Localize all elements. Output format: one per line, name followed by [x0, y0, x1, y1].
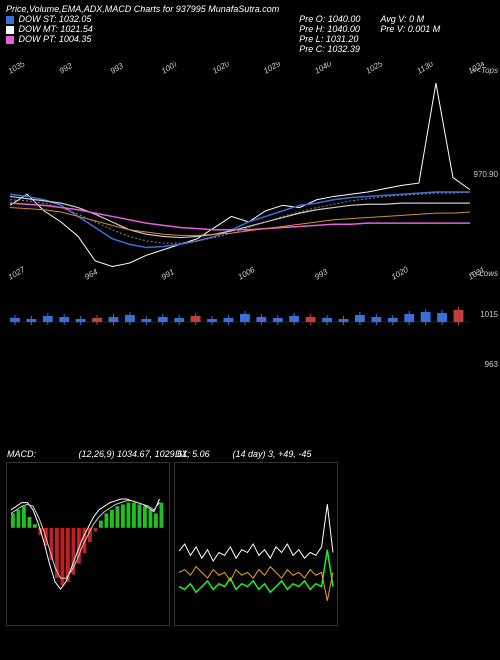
chart-title: Price,Volume,EMA,ADX,MACD Charts for 937…	[6, 4, 279, 14]
svg-text:1020: 1020	[211, 62, 231, 76]
volume-chart-panel: 1015 963	[0, 282, 500, 402]
svg-text:991: 991	[160, 267, 176, 281]
dow-st-label: DOW ST:	[19, 14, 57, 24]
prev-c-value: 1032.39	[327, 44, 360, 54]
svg-text:992: 992	[58, 62, 75, 76]
svg-text:1025: 1025	[364, 62, 384, 76]
dow-st-value: 1032.05	[59, 14, 92, 24]
price-chart-panel: 1035992993100710201029104010251130103410…	[0, 62, 500, 282]
pre-v-value: 0.001 M	[408, 24, 441, 34]
adx-panel: DX: (14 day) 3, +49, -45	[174, 462, 338, 626]
pre-v-label: Pre V:	[380, 24, 405, 34]
volume-chart-svg	[0, 282, 500, 402]
macd-svg	[7, 463, 169, 625]
svg-text:1040: 1040	[313, 62, 333, 76]
svg-text:1035: 1035	[7, 62, 27, 76]
svg-text:993: 993	[109, 62, 126, 76]
adx-svg	[175, 463, 337, 625]
header-bar: Price,Volume,EMA,ADX,MACD Charts for 937…	[0, 0, 500, 58]
svg-text:1130: 1130	[415, 62, 435, 76]
macd-label: MACD:	[7, 449, 36, 459]
avg-v-value: 0 M	[409, 14, 424, 24]
adx-params: (14 day) 3, +49, -45	[233, 449, 312, 459]
svg-text:1006: 1006	[237, 265, 257, 282]
prev-o-label: Pre O:	[299, 14, 325, 24]
svg-text:1007: 1007	[160, 62, 180, 76]
price-right-label: 970.90	[474, 170, 498, 179]
adx-label: DX:	[175, 449, 190, 459]
dow-mt-label: DOW MT:	[19, 24, 58, 34]
prev-h-label: Pre H:	[299, 24, 325, 34]
macd-panel: MACD: (12,26,9) 1034.67, 1029.61, 5.06	[6, 462, 170, 626]
prev-l-value: 1031.20	[326, 34, 359, 44]
svg-text:1020: 1020	[390, 265, 410, 282]
price-chart-svg: 1035992993100710201029104010251130103410…	[0, 62, 500, 282]
swatch-pt	[6, 36, 14, 44]
lows-label: <<Lows	[470, 269, 498, 278]
svg-text:964: 964	[83, 267, 100, 282]
avg-v-label: Avg V:	[380, 14, 406, 24]
prev-h-value: 1040.00	[327, 24, 360, 34]
indicator-row: MACD: (12,26,9) 1034.67, 1029.61, 5.06 D…	[0, 462, 500, 626]
svg-text:1027: 1027	[7, 265, 27, 282]
vol-bot-label: 963	[485, 360, 498, 369]
dow-mt-value: 1021.54	[60, 24, 93, 34]
svg-text:993: 993	[313, 267, 330, 282]
tops-label: <<Tops	[472, 66, 498, 75]
swatch-st	[6, 16, 14, 24]
prev-l-label: Pre L:	[299, 34, 323, 44]
dow-pt-label: DOW PT:	[19, 34, 57, 44]
swatch-mt	[6, 26, 14, 34]
svg-text:1029: 1029	[262, 62, 282, 76]
vol-top-label: 1015	[480, 310, 498, 319]
prev-o-value: 1040.00	[328, 14, 361, 24]
dow-pt-value: 1004.35	[59, 34, 92, 44]
prev-c-label: Pre C:	[299, 44, 325, 54]
